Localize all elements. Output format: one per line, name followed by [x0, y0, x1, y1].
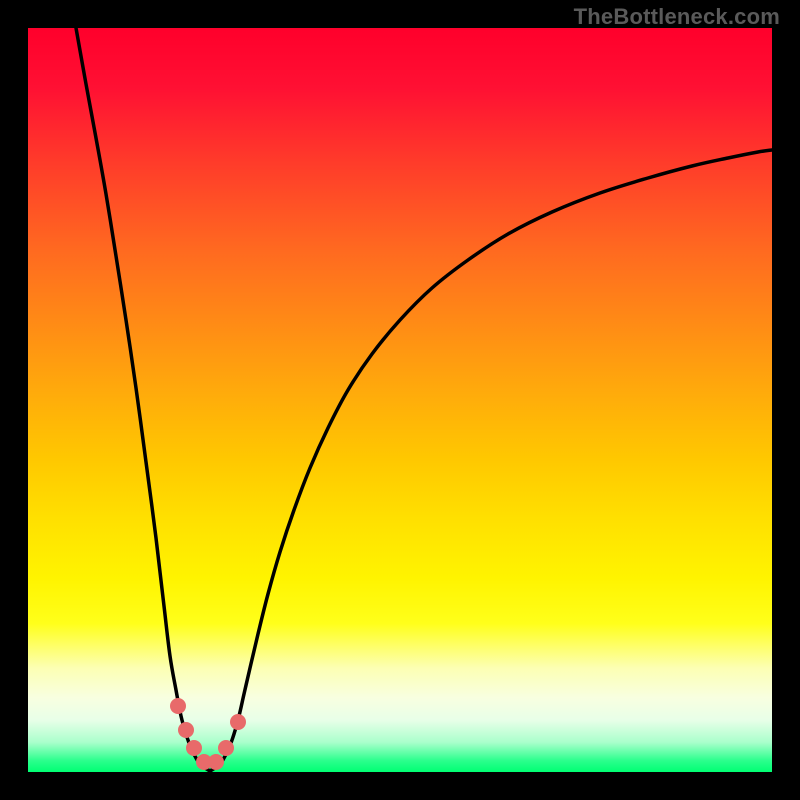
watermark-text: TheBottleneck.com	[574, 4, 780, 30]
marker-point	[170, 698, 186, 714]
curve-left	[76, 28, 210, 771]
curves-svg	[28, 28, 772, 772]
marker-point	[230, 714, 246, 730]
figure-container: TheBottleneck.com	[0, 0, 800, 800]
marker-point	[218, 740, 234, 756]
plot-area	[28, 28, 772, 772]
curve-right	[210, 150, 772, 771]
marker-point	[178, 722, 194, 738]
marker-point	[208, 754, 224, 770]
marker-point	[186, 740, 202, 756]
